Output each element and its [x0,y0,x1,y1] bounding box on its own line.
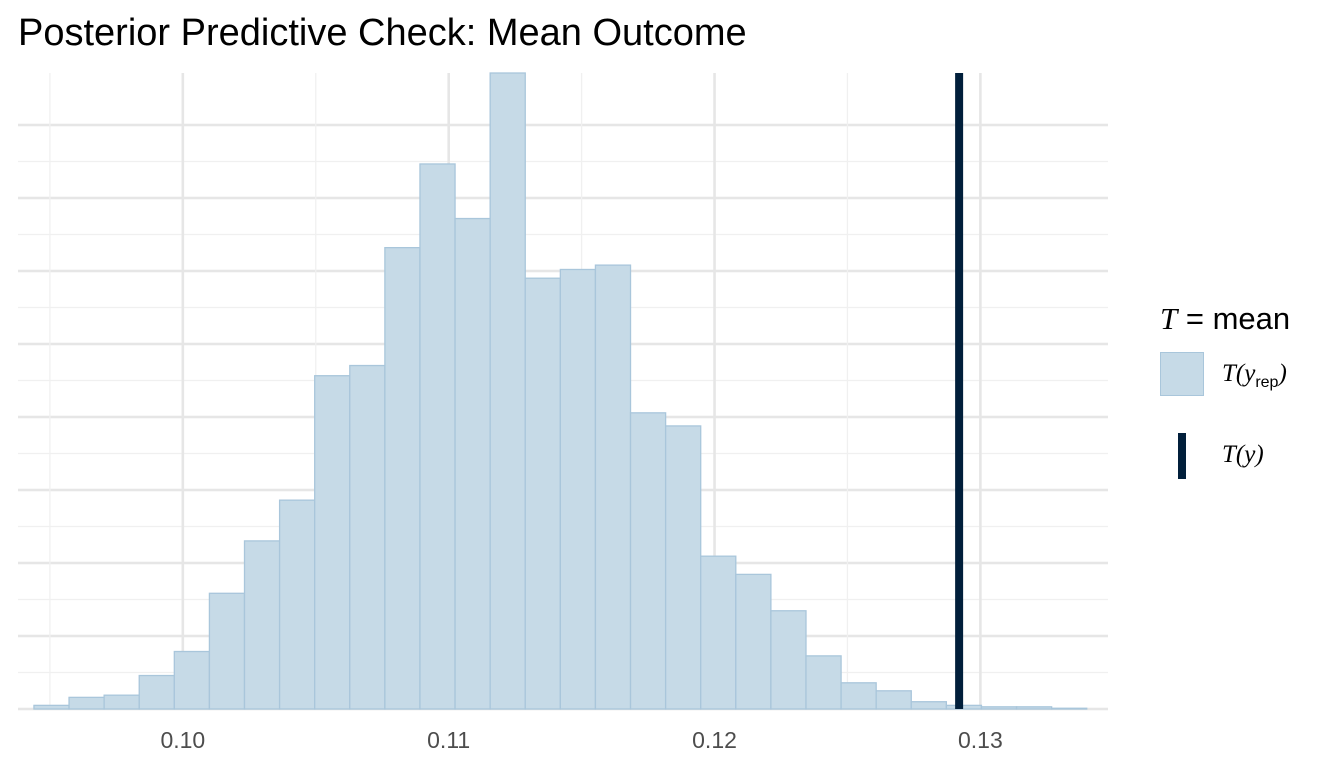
histogram-bar [489,72,526,710]
histogram-bar [278,499,316,710]
histogram-bar [243,540,281,710]
legend-label-yrep: T(yrep) [1222,360,1287,391]
histogram-bar [910,701,948,710]
histogram-bar [559,268,597,710]
histogram-bar [664,425,702,710]
histogram-bar [700,555,737,710]
legend-key-yrep [1160,352,1204,396]
histogram-bar [349,364,386,710]
histogram-bar [173,650,211,710]
histogram-bar [384,246,421,710]
histogram-bar [524,277,561,710]
histogram-bar [805,655,842,710]
histogram-bar [68,696,105,710]
histogram-bar [103,694,140,710]
histogram-bar [840,682,877,710]
histogram-bar [875,690,912,710]
x-tick-label: 0.11 [427,727,470,753]
histogram-bar [1050,707,1088,710]
legend-title: T = mean [1160,301,1291,336]
chart-title: Posterior Predictive Check: Mean Outcome [18,12,747,54]
histogram-bar [138,674,175,710]
x-tick-label: 0.12 [692,727,737,753]
histogram-bar [945,704,983,710]
histogram-bar [1015,706,1053,710]
histogram-bar [419,163,456,710]
histogram-bars [33,72,1088,710]
histogram-bar [314,375,351,710]
histogram-bar [735,573,772,710]
histogram-bar [454,217,491,710]
x-tick-label: 0.10 [160,727,205,753]
histogram-bar [33,704,70,710]
x-axis-ticks: 0.10 0.11 0.12 0.13 [160,727,1002,753]
histogram-bar [770,610,807,710]
legend-label-y: T(y) [1222,441,1264,468]
histogram-bar [594,264,632,710]
histogram-bar [980,706,1018,710]
histogram-bar [208,592,246,710]
legend-key-y [1178,433,1186,479]
x-tick-label: 0.13 [958,727,1003,753]
histogram-bar [629,412,667,710]
